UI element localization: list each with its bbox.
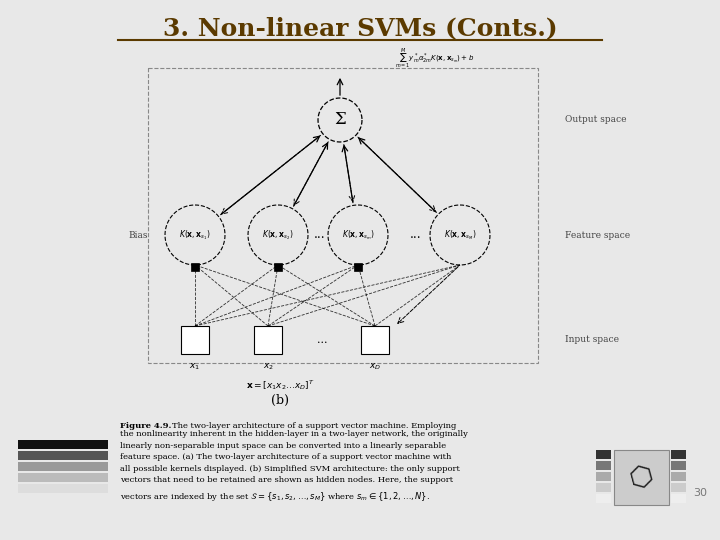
Bar	[254, 326, 282, 354]
Bar	[148, 68, 538, 363]
Bar	[18, 440, 108, 449]
Text: 30: 30	[693, 488, 707, 498]
Bar	[596, 450, 611, 459]
Text: ...: ...	[314, 228, 326, 241]
Text: ...: ...	[410, 228, 422, 241]
Text: $K(\mathbf{x},\mathbf{x}_{s_m})$: $K(\mathbf{x},\mathbf{x}_{s_m})$	[341, 228, 374, 242]
Text: $x_D$: $x_D$	[369, 361, 381, 372]
Text: Output space: Output space	[565, 116, 626, 125]
Text: $K(\mathbf{x},\mathbf{x}_{s_2})$: $K(\mathbf{x},\mathbf{x}_{s_2})$	[262, 228, 294, 242]
Text: $\sum_{m=1}^{M} y_m^*\alpha_{2m}^* K(\mathbf{x}, \mathbf{x}_{s_m}) + b$: $\sum_{m=1}^{M} y_m^*\alpha_{2m}^* K(\ma…	[395, 46, 474, 70]
Bar	[671, 494, 686, 503]
Text: $K(\mathbf{x},\mathbf{x}_{s_M})$: $K(\mathbf{x},\mathbf{x}_{s_M})$	[444, 228, 477, 242]
Bar	[191, 263, 199, 271]
Bar	[614, 450, 669, 505]
Bar	[671, 483, 686, 492]
Bar	[361, 326, 389, 354]
Text: Bias: Bias	[128, 231, 148, 240]
Text: $K(\mathbf{x},\mathbf{x}_{s_1})$: $K(\mathbf{x},\mathbf{x}_{s_1})$	[179, 228, 211, 242]
Text: The two-layer architecture of a support vector machine. Employing: The two-layer architecture of a support …	[172, 422, 456, 430]
Bar	[671, 450, 686, 459]
Text: $x_2$: $x_2$	[263, 361, 274, 372]
Text: (b): (b)	[271, 394, 289, 407]
Bar	[354, 263, 362, 271]
Text: Feature space: Feature space	[565, 231, 630, 240]
Bar	[18, 451, 108, 460]
Bar	[181, 326, 209, 354]
Text: $\mathbf{x} = [x_1 x_2 \ldots x_D]^T$: $\mathbf{x} = [x_1 x_2 \ldots x_D]^T$	[246, 378, 315, 392]
Bar	[18, 484, 108, 493]
Text: ⬡: ⬡	[626, 461, 657, 494]
Bar	[596, 494, 611, 503]
Text: the nonlinearity inherent in the hidden-layer in a two-layer network, the origin: the nonlinearity inherent in the hidden-…	[120, 430, 468, 503]
Bar	[671, 472, 686, 481]
Text: Input space: Input space	[565, 335, 619, 345]
Bar	[18, 473, 108, 482]
Bar	[274, 263, 282, 271]
Text: 3. Non-linear SVMs (Conts.): 3. Non-linear SVMs (Conts.)	[163, 16, 557, 40]
Text: $x_1$: $x_1$	[189, 361, 201, 372]
Text: Σ: Σ	[334, 111, 346, 129]
Bar	[18, 462, 108, 471]
Text: ...: ...	[317, 335, 328, 345]
Bar	[596, 472, 611, 481]
Bar	[596, 461, 611, 470]
Bar	[596, 483, 611, 492]
Text: Figure 4.9.: Figure 4.9.	[120, 422, 174, 430]
Bar	[671, 461, 686, 470]
